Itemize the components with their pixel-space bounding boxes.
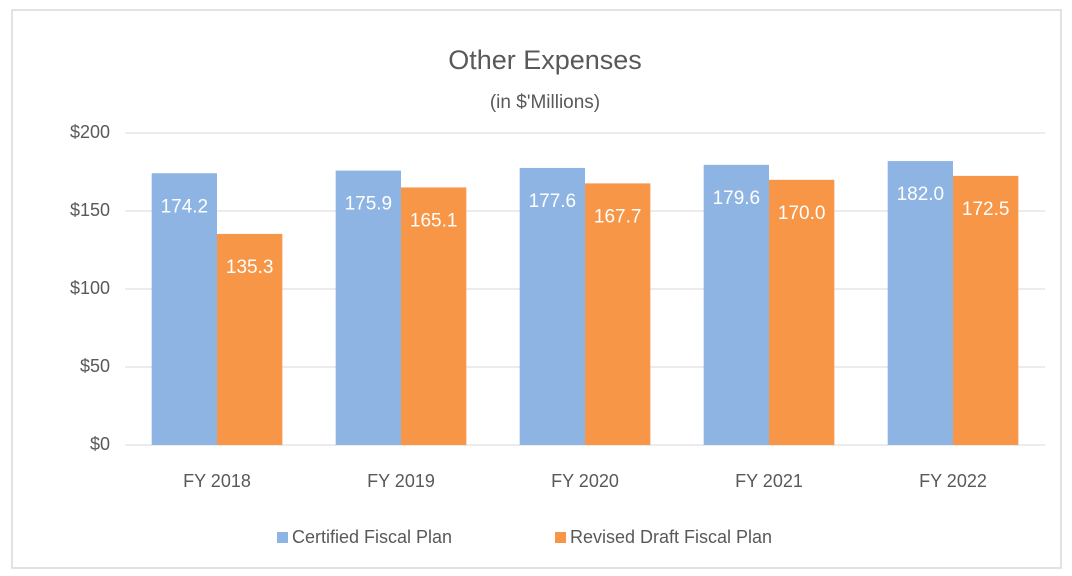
data-label: 135.3 bbox=[226, 257, 274, 278]
chart-title: Other Expenses bbox=[448, 45, 642, 75]
bar bbox=[217, 233, 283, 445]
bar bbox=[769, 179, 835, 446]
data-label: 165.1 bbox=[410, 210, 458, 231]
bar bbox=[703, 164, 769, 445]
data-label: 172.5 bbox=[962, 199, 1010, 220]
legend-swatch bbox=[277, 532, 288, 543]
x-tick-label: FY 2021 bbox=[735, 471, 803, 491]
y-tick-label: $50 bbox=[80, 356, 110, 376]
bar bbox=[151, 173, 217, 446]
data-label: 182.0 bbox=[897, 184, 945, 205]
bar bbox=[585, 183, 651, 445]
y-tick-label: $0 bbox=[90, 434, 110, 454]
bar bbox=[401, 187, 467, 445]
data-label: 170.0 bbox=[778, 203, 826, 224]
y-tick-label: $200 bbox=[70, 122, 110, 142]
chart-subtitle: (in $'Millions) bbox=[490, 92, 600, 113]
data-label: 174.2 bbox=[161, 196, 209, 217]
y-tick-label: $100 bbox=[70, 278, 110, 298]
x-tick-label: FY 2022 bbox=[919, 471, 987, 491]
bar bbox=[519, 167, 585, 445]
x-tick-label: FY 2020 bbox=[551, 471, 619, 491]
legend-swatch bbox=[555, 532, 566, 543]
bar bbox=[953, 175, 1019, 445]
bar bbox=[335, 170, 401, 445]
x-tick-label: FY 2018 bbox=[183, 471, 251, 491]
x-tick-label: FY 2019 bbox=[367, 471, 435, 491]
data-label: 167.7 bbox=[594, 206, 642, 227]
legend-label: Certified Fiscal Plan bbox=[292, 527, 452, 547]
data-label: 177.6 bbox=[529, 191, 577, 212]
bar bbox=[887, 161, 953, 445]
data-label: 175.9 bbox=[345, 194, 393, 215]
y-tick-label: $150 bbox=[70, 200, 110, 220]
data-label: 179.6 bbox=[713, 188, 761, 209]
legend-label: Revised Draft Fiscal Plan bbox=[570, 527, 772, 547]
